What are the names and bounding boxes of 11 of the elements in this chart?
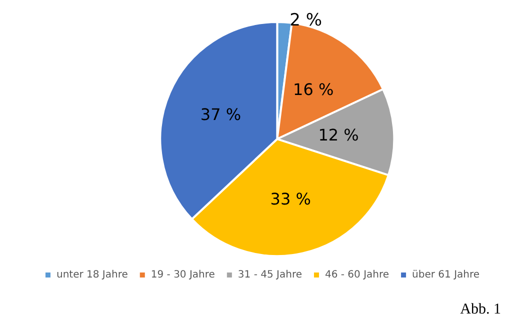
data-label: 37 % <box>200 105 242 124</box>
legend-label: 19 - 30 Jahre <box>150 270 215 280</box>
legend-label: über 61 Jahre <box>412 270 480 280</box>
data-label: 16 % <box>293 80 334 99</box>
legend-label: 46 - 60 Jahre <box>324 270 390 280</box>
legend-label: unter 18 Jahre <box>56 270 128 280</box>
legend-label: 31 - 45 Jahre <box>238 270 302 280</box>
data-label: 12 % <box>318 126 359 145</box>
caption: Abb. 1 <box>460 302 502 318</box>
data-label: 33 % <box>270 190 311 209</box>
data-label: 2 % <box>290 10 322 30</box>
